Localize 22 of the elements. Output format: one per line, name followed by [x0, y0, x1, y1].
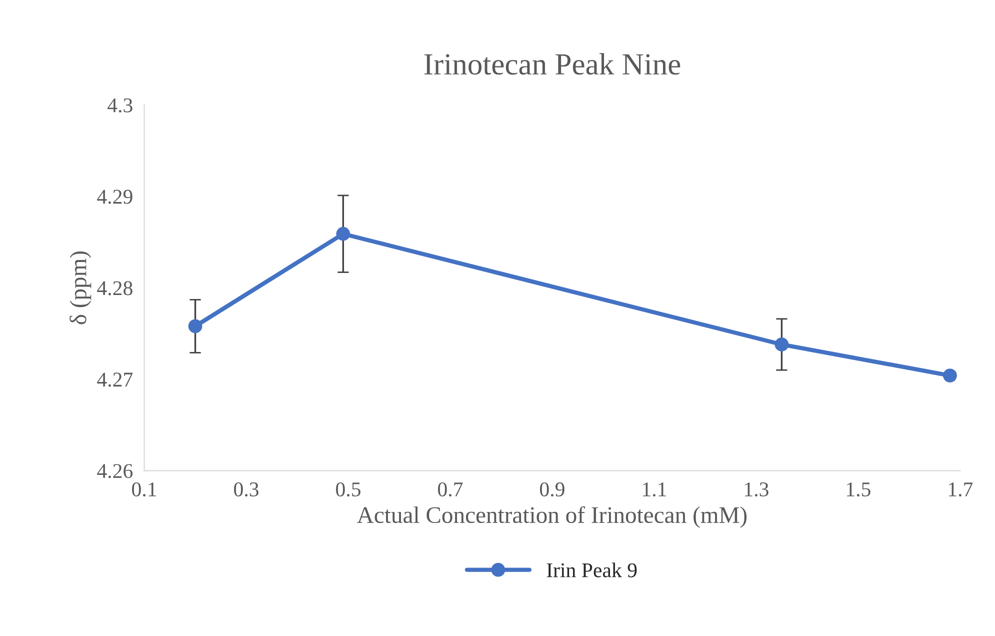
y-tick-label: 4.27	[97, 372, 133, 387]
point	[943, 368, 957, 383]
y-tick-label: 4.28	[97, 281, 132, 296]
x-tick-label: 1.7	[948, 482, 973, 497]
x-tick-label: 0.5	[336, 482, 360, 497]
y-tick-label: 4.3	[108, 98, 132, 112]
point	[774, 338, 789, 352]
x-tick-label: 0.7	[438, 482, 463, 497]
x-tick-label: 1.1	[643, 482, 666, 497]
x-tick-label: 1.5	[847, 482, 870, 497]
point	[188, 319, 202, 334]
x-tick-label: 0.3	[234, 482, 258, 497]
x-tick-label: 0.1	[132, 482, 156, 497]
chart-title: Irinotecan Peak Nine	[424, 53, 680, 75]
y-axis-title: δ (ppm)	[70, 251, 92, 324]
y-tick-label: 4.29	[97, 190, 132, 204]
y-tick-label: 4.26	[97, 464, 133, 478]
x-tick-label: 1.3	[745, 482, 768, 497]
legend-label: Irin Peak 9	[546, 562, 637, 578]
x-tick-label: 0.9	[540, 482, 564, 497]
x-axis-title: Actual Concentration of Irinotecan (mM)	[357, 506, 747, 528]
point	[336, 226, 350, 241]
